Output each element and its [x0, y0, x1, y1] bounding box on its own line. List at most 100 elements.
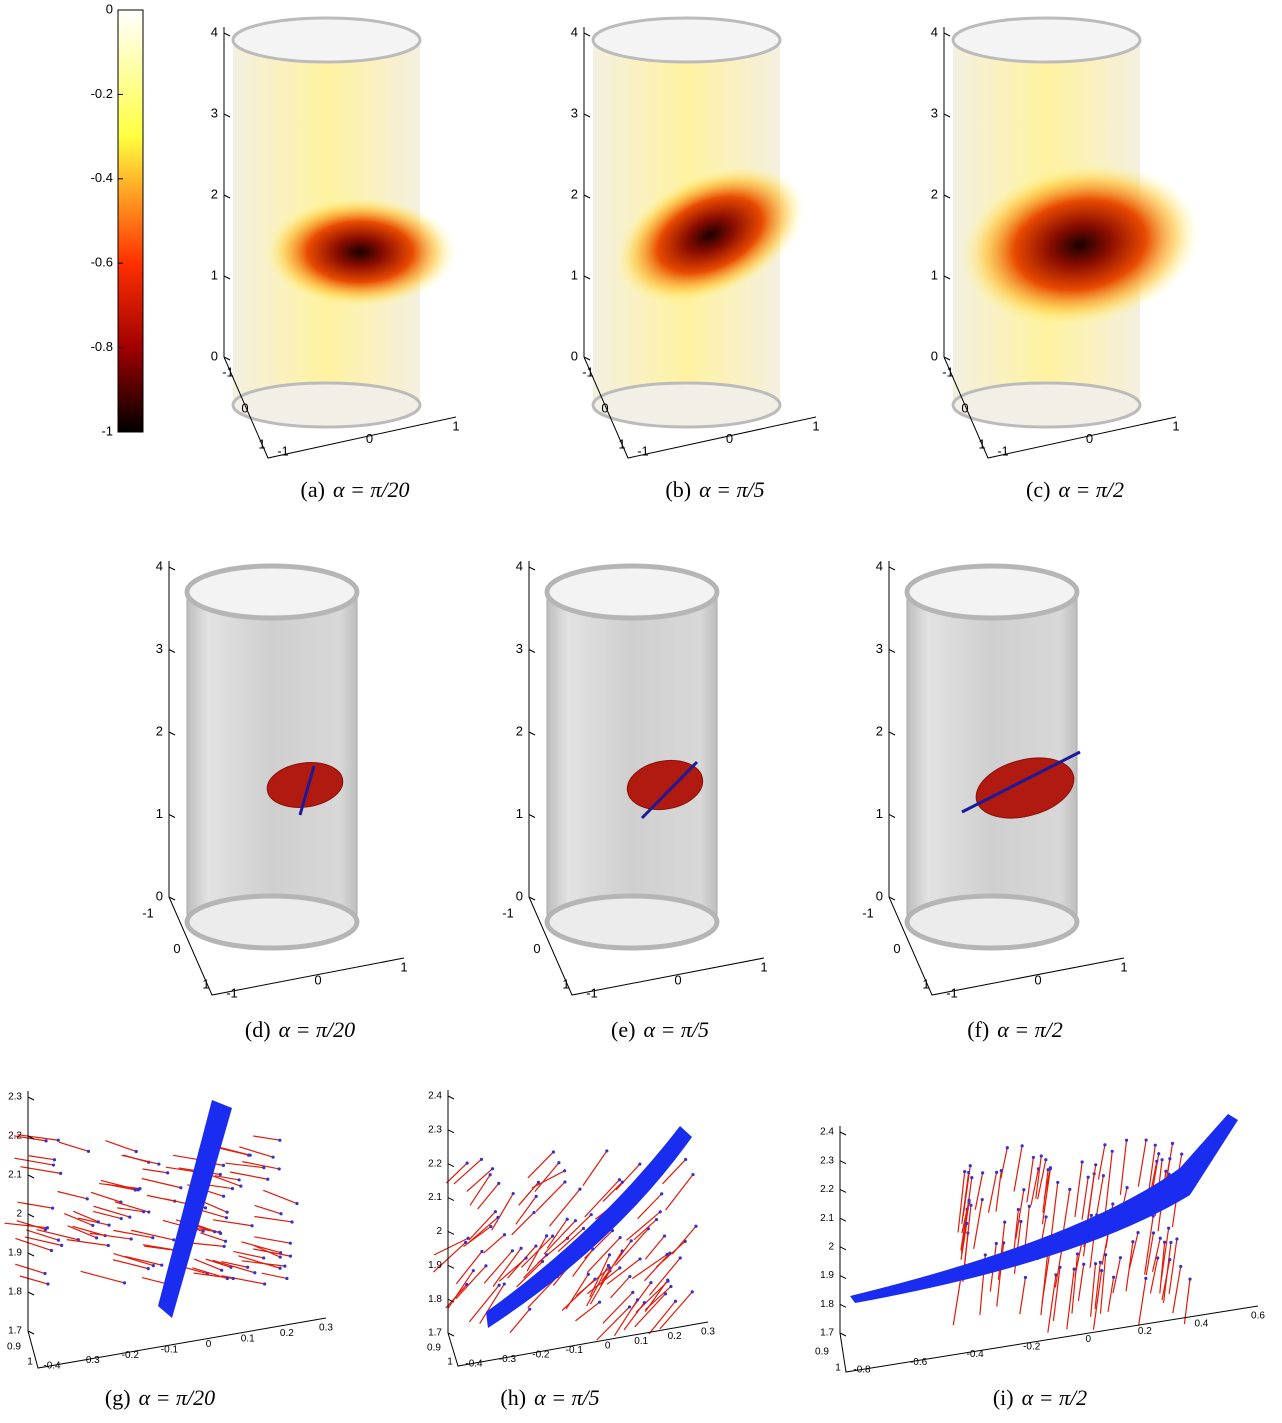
vector	[572, 1248, 594, 1277]
vector-point	[573, 1219, 578, 1223]
vector-point	[967, 1198, 971, 1202]
vector	[1086, 1164, 1097, 1222]
y-tick-label: 1	[978, 436, 985, 451]
z-tick	[888, 649, 896, 653]
colorbar-tick-label: -0.2	[91, 86, 113, 101]
panel: 1.7 1.8 1.9 2 2.1 2.2 2.3 2.4 0.9 1 -0.8 -0.6 -0.4 -0…	[815, 1114, 1265, 1410]
z-tick	[447, 1264, 455, 1269]
vector	[492, 1247, 522, 1287]
vector	[468, 1211, 496, 1241]
vector	[433, 1241, 467, 1273]
y-tick-label: -1	[582, 364, 594, 379]
vector	[655, 1240, 686, 1268]
y-tick-label: -1	[942, 364, 954, 379]
vector-point	[511, 1191, 515, 1196]
vector	[188, 1242, 225, 1247]
z-tick-label: 1.9	[428, 1260, 442, 1271]
vector-point	[262, 1165, 266, 1170]
z-tick	[27, 1096, 35, 1101]
vector-point	[133, 1188, 137, 1192]
vector-point	[1144, 1138, 1148, 1142]
vector	[253, 1248, 291, 1257]
z-tick-label: 4	[571, 24, 578, 39]
vector-point	[466, 1236, 470, 1240]
vector-point	[489, 1224, 493, 1229]
vector-point	[218, 1172, 222, 1177]
vector-point	[122, 1281, 127, 1285]
vector	[225, 1162, 264, 1169]
x-tick-label: -0.6	[910, 1357, 928, 1368]
vector-point	[1104, 1253, 1108, 1257]
z-tick	[447, 1298, 455, 1303]
vector	[606, 1258, 641, 1285]
cylinder-body	[906, 591, 1078, 923]
z-tick-label: 3	[571, 105, 578, 120]
x-tick-label: 0	[674, 972, 681, 987]
x-tick-label: -1	[226, 985, 238, 1000]
vector-point	[151, 1236, 155, 1240]
vector-point	[179, 1186, 183, 1190]
z-tick-label: 2	[211, 186, 218, 201]
vector-point	[134, 1149, 138, 1154]
vector-point	[283, 1264, 287, 1268]
heat-blob	[615, 166, 805, 304]
z-tick	[168, 731, 176, 736]
vector	[113, 1229, 153, 1239]
vector-point	[136, 1188, 140, 1192]
z-tick	[839, 1217, 847, 1222]
z-tick	[839, 1332, 847, 1337]
vector	[200, 1232, 226, 1242]
vector-point	[151, 1264, 155, 1268]
y-tick-label: 1	[447, 1357, 453, 1368]
vector-point	[967, 1170, 971, 1175]
vector	[229, 1171, 268, 1180]
z-tick	[168, 896, 176, 901]
z-tick-label: 4	[876, 558, 883, 573]
z-tick	[839, 1275, 847, 1280]
z-tick-label: 1.8	[8, 1287, 22, 1298]
base-axes	[528, 896, 765, 996]
vector-point	[536, 1180, 541, 1184]
vector-point	[562, 1169, 567, 1173]
panel: 0 1 2 3 4 -1 0 1 -1 0 1 (b) α = π/5	[571, 16, 820, 502]
cylinder-top	[591, 16, 782, 64]
vector	[453, 1158, 482, 1185]
vector	[117, 1207, 144, 1213]
vector-point	[1068, 1187, 1072, 1191]
x-tick-label: 0	[314, 972, 321, 987]
vector	[105, 1140, 137, 1153]
vector	[221, 1275, 265, 1285]
vector-point	[221, 1194, 226, 1198]
z-tick	[447, 1163, 455, 1168]
x-tick-label: 0.1	[241, 1333, 255, 1344]
caption-text: α = π/5	[643, 1017, 709, 1042]
vector	[36, 1228, 79, 1241]
base-axes	[223, 356, 457, 459]
vector-point	[1175, 1237, 1179, 1241]
vector	[610, 1276, 631, 1299]
vector-point	[662, 1234, 667, 1238]
vector-point	[629, 1239, 633, 1243]
vector	[89, 1232, 132, 1240]
vector	[254, 1215, 293, 1223]
caption-label: (d)	[245, 1017, 271, 1042]
vector	[1030, 1168, 1039, 1206]
cylinder-top	[544, 563, 720, 621]
x-tick-label: -0.4	[465, 1359, 483, 1370]
vector-point	[56, 1238, 61, 1242]
vector-point	[638, 1162, 642, 1166]
vector	[527, 1276, 558, 1309]
caption-text: α = π/2	[1022, 1385, 1088, 1410]
z-tick-label: 2	[571, 186, 578, 201]
vector	[1107, 1277, 1115, 1312]
vector	[614, 1228, 649, 1266]
vector-point	[59, 1171, 63, 1175]
vector-point	[1144, 1276, 1148, 1280]
z-tick-label: 1.8	[820, 1299, 834, 1310]
vector	[469, 1174, 491, 1206]
x-tick-label: -0.3	[83, 1355, 101, 1366]
z-tick-label: 1	[211, 267, 218, 282]
vector	[24, 1236, 62, 1246]
cylinder-bottom	[951, 381, 1142, 429]
